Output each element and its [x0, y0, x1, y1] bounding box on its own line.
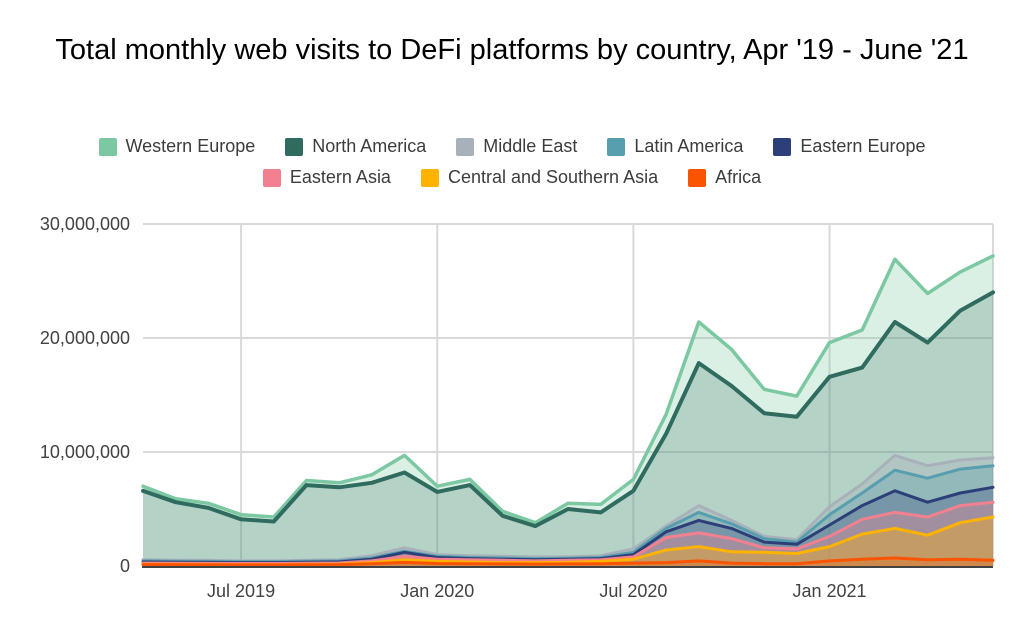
legend-item-middle-east: Middle East [456, 136, 577, 157]
legend-label: Eastern Asia [289, 167, 391, 187]
legend-label: Eastern Europe [800, 136, 926, 156]
legend-swatch-icon-eastern-europe [773, 137, 792, 156]
y-axis-tick-label: 10,000,000 [40, 442, 130, 462]
legend-label: Central and Southern Asia [447, 167, 659, 187]
legend-swatch-icon-central-and-southern-asia [420, 168, 439, 187]
legend-item-latin-america: Latin America [607, 136, 743, 157]
area-eastern-europe [143, 487, 993, 566]
legend-row-2: Eastern Asia Central and Southern Asia Afr… [0, 167, 1024, 188]
x-axis-tick-label: Jan 2021 [792, 581, 866, 601]
legend-label: Middle East [483, 136, 578, 156]
legend-label: North America [312, 136, 427, 156]
legend-swatch-icon-eastern-asia [262, 168, 281, 187]
area-western-europe [143, 255, 993, 566]
legend-item-central-and-southern-asia: Central and Southern Asia [420, 167, 659, 188]
legend-swatch-icon-africa [688, 168, 707, 187]
y-axis-tick-label: 20,000,000 [40, 328, 130, 348]
legend-item-eastern-europe: Eastern Europe [773, 136, 925, 157]
legend-item-africa: Africa [688, 167, 761, 188]
legend-item-eastern-asia: Eastern Asia [262, 167, 391, 188]
area-eastern-asia [143, 502, 993, 566]
x-axis-tick-label: Jul 2019 [207, 581, 275, 601]
line-africa [141, 556, 995, 567]
y-axis-tick-label: 0 [120, 556, 130, 576]
legend-label: Western Europe [125, 136, 256, 156]
legend-item-western-europe: Western Europe [98, 136, 256, 157]
legend-label: Africa [715, 167, 762, 187]
legend-item-north-america: North America [285, 136, 426, 157]
area-north-america [143, 292, 993, 566]
legend-label: Latin America [634, 136, 744, 156]
legend-swatch-icon-western-europe [98, 137, 117, 156]
chart-legend: Western Europe North America Middle East La… [0, 136, 1024, 188]
legend-swatch-icon-latin-america [607, 137, 626, 156]
legend-row-1: Western Europe North America Middle East La… [0, 136, 1024, 157]
chart-title: Total monthly web visits to DeFi platfor… [55, 34, 969, 66]
y-axis-tick-label: 30,000,000 [40, 214, 130, 234]
x-axis-tick-label: Jul 2020 [599, 581, 667, 601]
x-axis-tick-label: Jan 2020 [400, 581, 474, 601]
legend-swatch-icon-north-america [285, 137, 304, 156]
legend-swatch-icon-middle-east [456, 137, 475, 156]
line-western-europe [141, 254, 995, 525]
line-north-america [141, 290, 995, 529]
